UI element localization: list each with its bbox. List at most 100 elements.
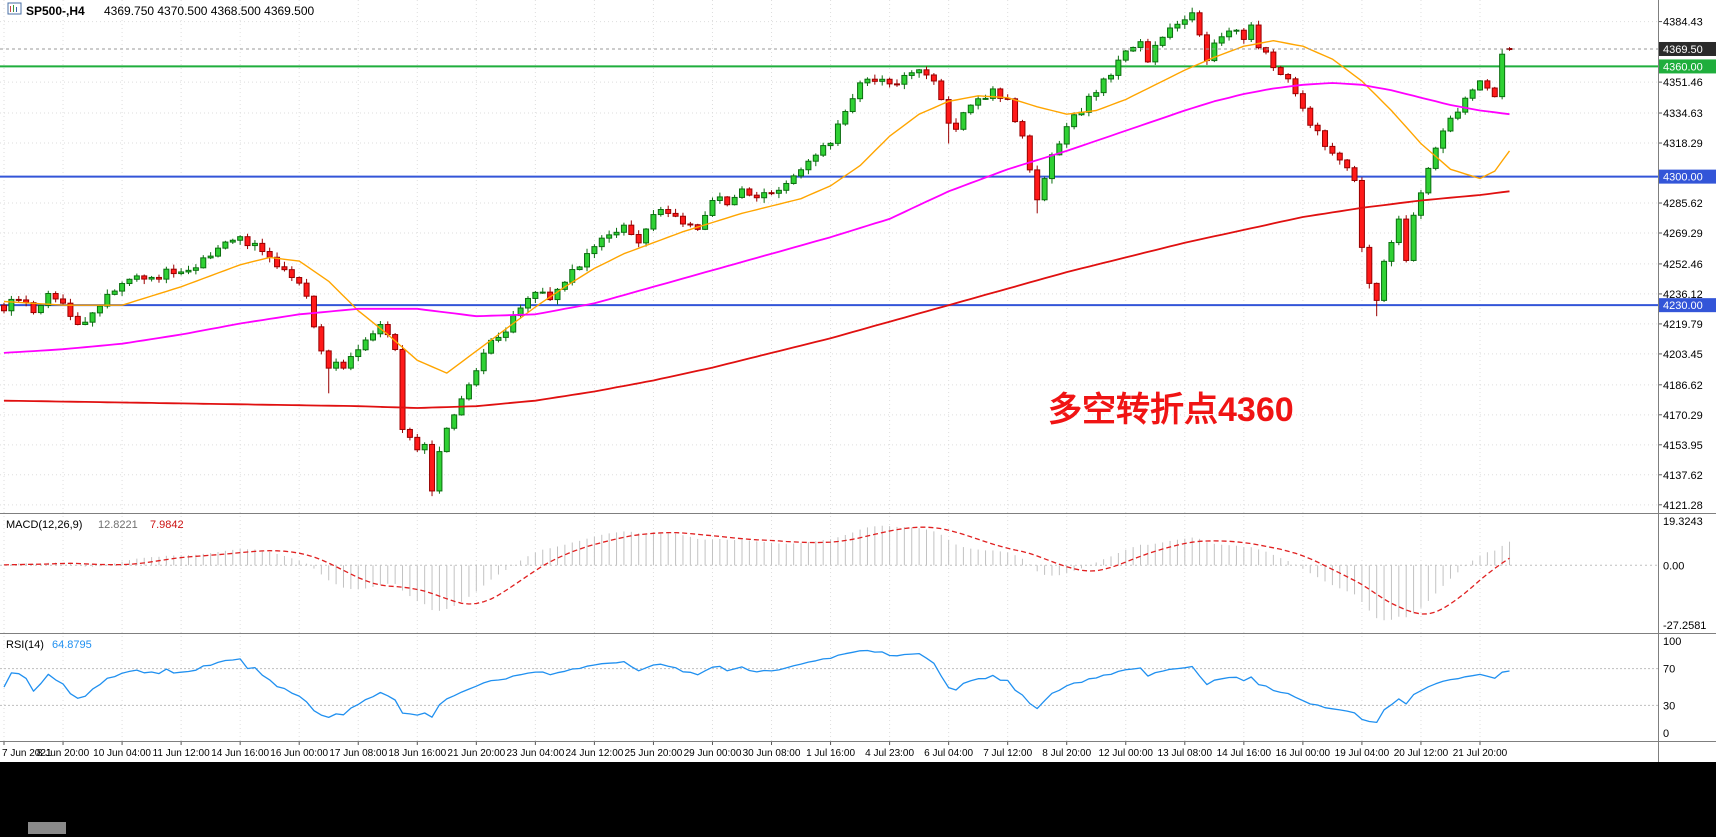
candle-body [1211,42,1218,62]
candle-body [436,451,443,492]
candle-body [1366,246,1373,284]
candle-body [222,241,229,249]
candle-body [871,78,878,82]
candle-body [1329,145,1336,154]
ma-slow-line [3,190,1510,409]
candle-body [1440,130,1447,149]
time-tick-label: 7 Jul 12:00 [983,748,1032,759]
time-tick-label: 29 Jun 00:00 [684,748,742,759]
candle-body [753,194,760,199]
candle-body [879,78,886,82]
candle-body [1115,59,1122,76]
ma-mid-line [3,82,1510,354]
candle-body [370,333,376,341]
candle-body [1189,12,1196,21]
time-tick-label: 25 Jun 20:00 [625,748,683,759]
candle-body [584,253,591,268]
time-tick-label: 10 Jun 04:00 [93,748,151,759]
price-tick-label: 4170.29 [1663,410,1703,422]
chart-canvas[interactable]: 4384.43 4351.46 4334.63 4318.29 4285.62 4269.… [0,0,1716,762]
candle-body [200,257,207,269]
candle-body [1226,30,1233,38]
price-tick-label: 4137.62 [1663,470,1703,482]
candle-body [8,298,15,312]
price-tick-label: 4203.45 [1663,349,1703,361]
candle-body [347,356,354,369]
trend-annotation[interactable]: 多空转折点4360 [1048,391,1294,429]
candle-body [30,302,37,314]
candle-body [1344,159,1351,169]
candle-body [192,267,199,271]
macd-panel: 19.3243 0.00 -27.2581 [0,516,1706,632]
rsi-axis-label: 30 [1663,700,1675,712]
time-tick-label: 19 Jul 04:00 [1335,748,1390,759]
rsi-panel: 100 70 30 0 [0,636,1681,740]
macd-value-main: 12.8221 [98,519,138,531]
candle-body [1034,169,1041,201]
candle-body [849,98,856,113]
candle-body [229,239,236,243]
horizontal-scrollbar-thumb[interactable] [28,822,66,834]
time-tick-label: 11 Jun 12:00 [153,748,211,759]
candle-body [104,293,111,307]
candle-body [665,209,672,214]
time-tick-label: 16 Jul 00:00 [1276,748,1331,759]
candle-body [591,246,598,255]
candle-body [687,223,694,226]
price-tag-4360.00-bg [1659,59,1716,74]
macd-signal-line [3,526,1510,615]
time-tick-label: 1 Jul 16:00 [806,748,855,759]
candle-body [170,268,177,275]
candle-body [672,212,679,217]
candle-body [1122,50,1129,61]
candle-body [1041,178,1048,201]
candle-body [1255,24,1262,49]
candle-body [827,142,834,147]
candle-body [989,88,996,99]
macd-axis-max: 19.3243 [1663,516,1703,528]
price-tick-label: 4318.29 [1663,138,1703,150]
candlesticks [1,7,1513,497]
time-tick-label: 4 Jul 23:00 [865,748,914,759]
candle-body [598,237,605,248]
rsi-axis-label: 0 [1663,728,1669,740]
candle-body [901,74,908,85]
candle-body [1167,27,1174,38]
candle-body [576,266,583,271]
candle-body [362,339,369,351]
candle-body [133,275,140,280]
candle-body [805,160,812,171]
candle-body [473,370,480,386]
time-tick-label: 21 Jun 20:00 [447,748,505,759]
candle-body [834,123,841,144]
candle-body [739,188,745,198]
time-tick-label: 23 Jun 04:00 [506,748,564,759]
ma-fast-line [3,40,1511,374]
candle-body [178,271,185,275]
candle-body [406,428,413,438]
candle-body [1203,34,1210,62]
candle-body [52,293,59,300]
price-tag-current-text: 4369.50 [1663,44,1703,56]
time-tick-label: 8 Jun 20:00 [37,748,90,759]
time-tick-label: 16 Jun 00:00 [270,748,328,759]
time-tick-label: 6 Jul 04:00 [924,748,973,759]
ohlc-values: 4369.750 4370.500 4368.500 4369.500 [104,4,315,18]
candle-body [930,74,937,82]
time-tick-label: 18 Jun 16:00 [388,748,446,759]
price-tag-current: 4369.50 [1659,41,1716,56]
candle-body [1262,47,1269,53]
candle-body [1491,87,1498,98]
price-tag-4230.00-text: 4230.00 [1663,300,1703,312]
price-tag-4300.00-text: 4300.00 [1663,172,1703,184]
candle-body [399,348,406,430]
candle-body [643,228,650,244]
candle-body [141,275,148,280]
candle-body [1307,107,1314,126]
price-tick-label: 4186.62 [1663,380,1703,392]
price-axis: 4384.43 4351.46 4334.63 4318.29 4285.62 4269.… [1658,17,1703,512]
candle-body [812,154,819,162]
candle-body [1322,130,1329,147]
candle-body [96,305,103,314]
